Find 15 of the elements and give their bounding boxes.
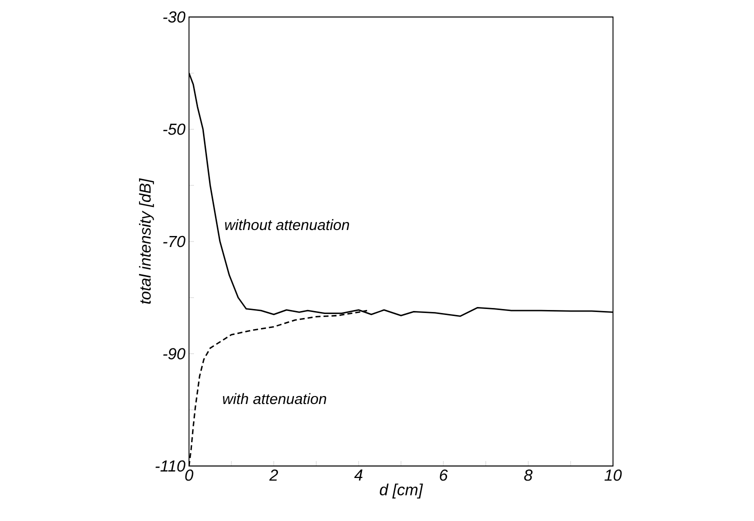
y-tick-label: -90: [163, 348, 186, 360]
x-tick-label: 4: [354, 470, 362, 480]
y-tick-label: -110: [156, 460, 186, 472]
annotation: with attenuation: [222, 393, 326, 404]
y-tick-label: -50: [163, 124, 186, 135]
y-axis-title: total intensity [dB]: [139, 178, 154, 304]
annotation: without attenuation: [225, 219, 350, 230]
y-tick-label: -70: [163, 236, 186, 248]
x-tick-label: 6: [440, 470, 448, 481]
y-tick-label: -30: [163, 11, 186, 23]
x-tick-label: 0: [185, 470, 194, 481]
x-axis-title: d [cm]: [380, 484, 423, 499]
x-tick-label: 2: [269, 470, 278, 481]
x-tick-label: 8: [524, 470, 533, 481]
x-tick-label: 10: [604, 470, 622, 481]
